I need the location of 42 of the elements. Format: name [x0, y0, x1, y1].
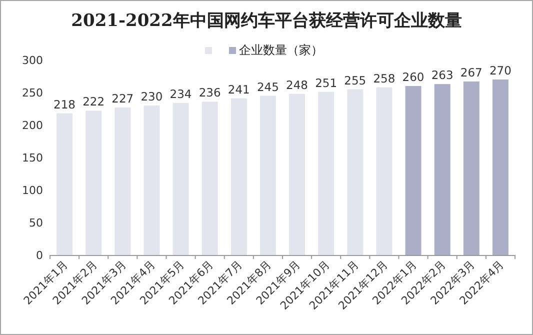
- bar: [318, 92, 334, 255]
- y-tick-label: 200: [22, 119, 43, 132]
- bar: [56, 113, 73, 255]
- bar: [289, 94, 306, 255]
- data-label: 218: [54, 97, 76, 112]
- data-label: 230: [140, 90, 163, 104]
- data-label: 227: [112, 91, 134, 106]
- data-label: 236: [198, 86, 221, 100]
- bar: [434, 84, 450, 255]
- bar: [463, 81, 480, 255]
- data-label: 248: [286, 78, 308, 92]
- bar: [492, 80, 508, 255]
- legend: 企业数量（家）: [205, 43, 323, 57]
- data-label: 270: [489, 64, 512, 78]
- data-label: 245: [256, 80, 279, 94]
- bar: [86, 110, 102, 255]
- bar: [376, 87, 392, 255]
- data-label: 263: [431, 68, 454, 82]
- bar: [172, 102, 189, 255]
- bar: [347, 89, 364, 255]
- data-label: 241: [228, 82, 250, 96]
- y-tick-label: 100: [22, 184, 43, 197]
- bar: [202, 102, 218, 255]
- bar: [260, 96, 276, 255]
- y-tick-label: 250: [22, 86, 43, 100]
- data-label: 251: [315, 76, 338, 90]
- data-label: 267: [460, 65, 482, 80]
- data-label: 260: [402, 70, 424, 84]
- y-tick-label: 0: [36, 249, 43, 262]
- bar: [144, 106, 160, 255]
- data-label: 258: [373, 71, 396, 86]
- data-label: 234: [170, 86, 192, 101]
- data-label: 255: [344, 73, 366, 88]
- y-tick-label: 50: [29, 216, 43, 230]
- y-tick-label: 300: [22, 54, 43, 67]
- bar: [405, 86, 422, 255]
- chart-title: 2021-2022年中国网约车平台获经营许可企业数量: [71, 11, 462, 31]
- y-tick-label: 150: [22, 152, 43, 164]
- legend-label: 企业数量（家）: [239, 43, 323, 57]
- data-label: 222: [82, 94, 105, 109]
- bar: [114, 107, 131, 255]
- bar: [230, 98, 247, 255]
